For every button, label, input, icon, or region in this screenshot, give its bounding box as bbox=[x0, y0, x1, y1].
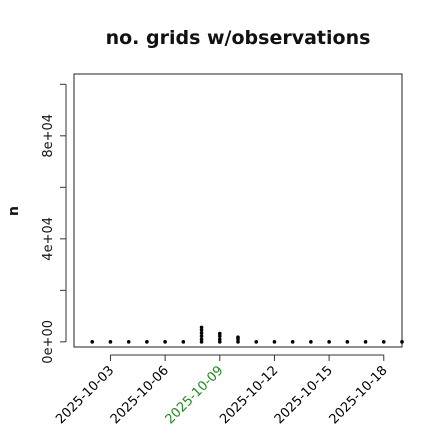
data-point bbox=[236, 340, 240, 344]
data-point bbox=[217, 340, 222, 344]
data-point bbox=[108, 340, 113, 344]
data-point bbox=[199, 337, 204, 342]
data-point bbox=[400, 340, 404, 344]
data-point bbox=[199, 328, 204, 332]
data-point bbox=[217, 331, 222, 336]
data-point bbox=[199, 340, 204, 344]
y-tick-label: 0e+00 bbox=[41, 320, 56, 364]
data-point bbox=[254, 340, 259, 344]
data-point bbox=[217, 337, 222, 342]
data-point bbox=[272, 340, 277, 344]
y-tick-label: 4e+04 bbox=[41, 217, 56, 261]
data-point bbox=[181, 340, 186, 344]
chart-title: no. grids w/observations bbox=[106, 27, 371, 49]
data-point bbox=[145, 340, 149, 344]
data-point bbox=[163, 340, 167, 344]
x-axis: 2025-10-032025-10-062025-10-092025-10-12… bbox=[53, 354, 391, 427]
data-point bbox=[199, 325, 204, 330]
data-point bbox=[217, 334, 222, 338]
y-axis-label: n bbox=[6, 206, 22, 216]
data-point bbox=[363, 340, 368, 344]
data-points bbox=[90, 325, 404, 344]
plot-frame bbox=[73, 73, 403, 348]
data-point bbox=[381, 340, 386, 344]
data-point bbox=[90, 340, 95, 344]
data-point bbox=[199, 331, 204, 335]
data-point bbox=[236, 335, 240, 340]
data-point bbox=[309, 340, 313, 344]
data-point bbox=[126, 340, 131, 344]
data-point bbox=[327, 340, 331, 344]
data-point bbox=[199, 334, 204, 338]
y-axis: 0e+00 4e+04 8e+04 bbox=[41, 83, 67, 364]
x-tick-label: 2025-10-18 bbox=[327, 363, 391, 427]
data-point bbox=[345, 340, 350, 344]
y-tick-label: 8e+04 bbox=[41, 114, 56, 158]
data-point bbox=[290, 340, 295, 344]
